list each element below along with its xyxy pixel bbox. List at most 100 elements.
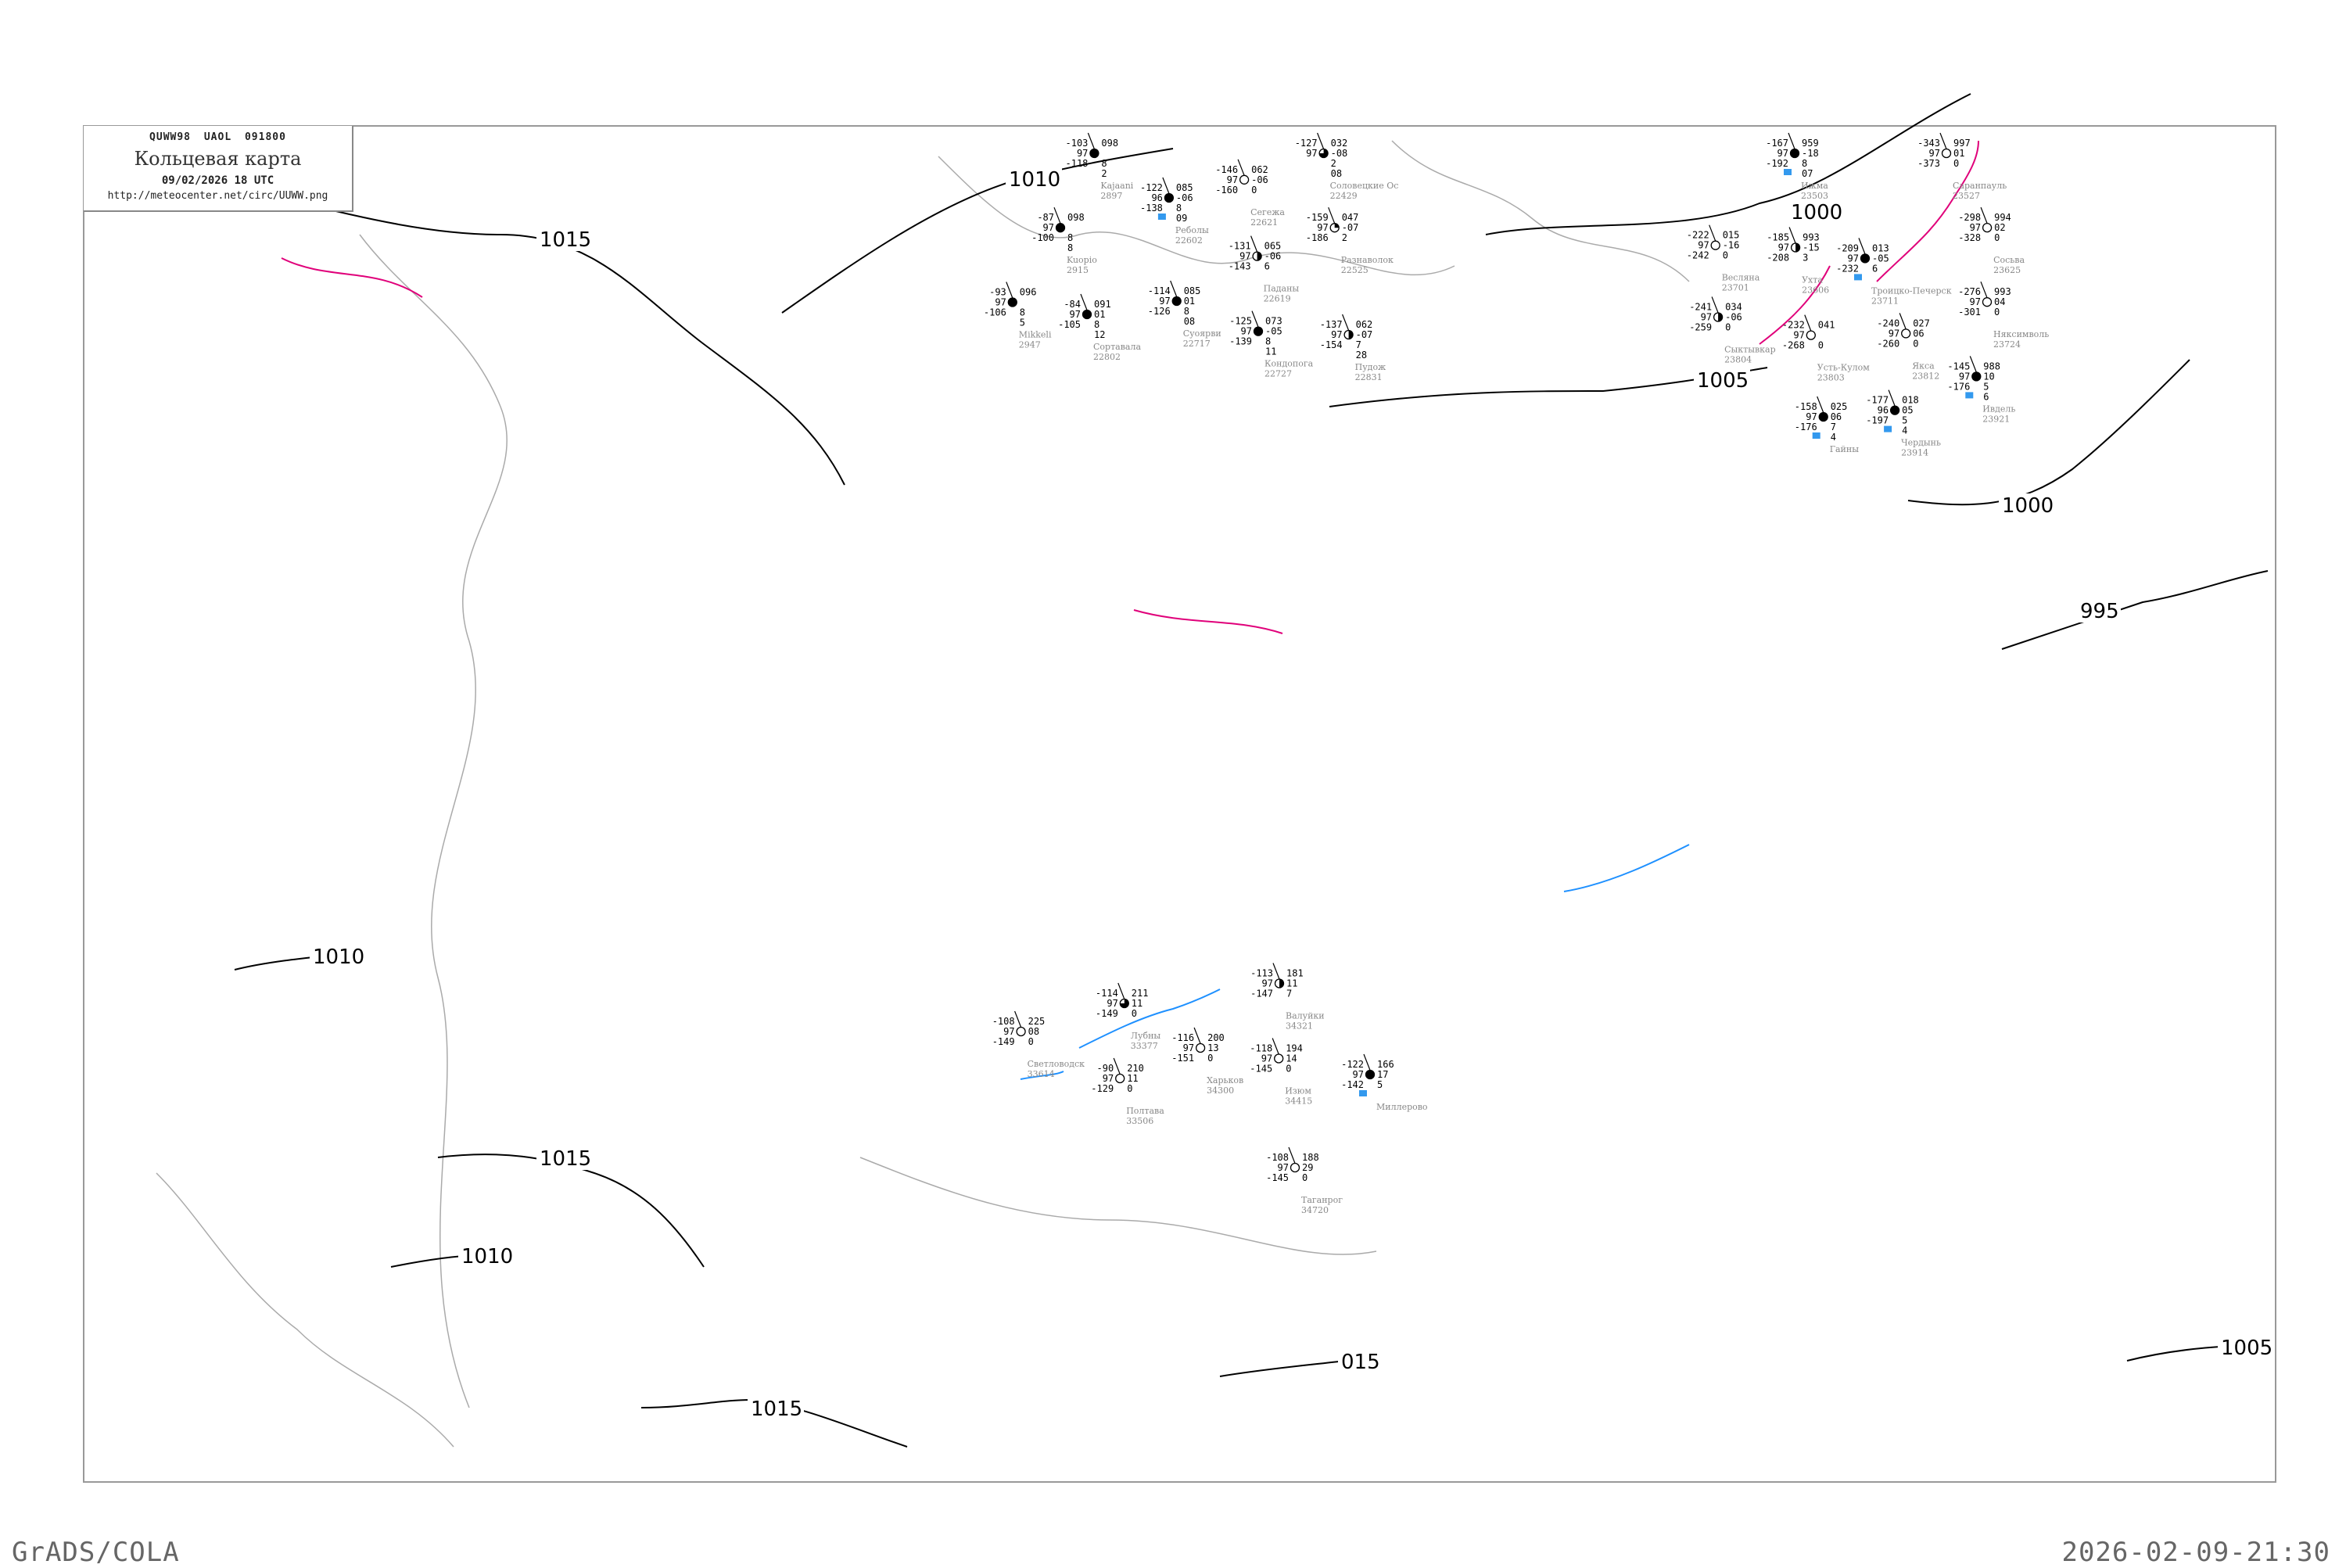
station-precipitation: 4 bbox=[1831, 432, 1836, 443]
station-pressure: 015 bbox=[1723, 230, 1740, 241]
station-id: 22831 bbox=[1355, 372, 1383, 382]
station-pressure: 073 bbox=[1265, 316, 1282, 327]
station-name: Паданы bbox=[1264, 284, 1300, 294]
cloud-cover-icon bbox=[1274, 1053, 1284, 1064]
station-cloud-base: 8 bbox=[1176, 203, 1182, 213]
snow-cover-icon bbox=[1157, 213, 1166, 220]
station-dew-point: -154 bbox=[1320, 339, 1343, 350]
station-name: Гайны bbox=[1830, 444, 1860, 454]
station-id: 23625 bbox=[1993, 265, 2021, 275]
station-id: 22619 bbox=[1264, 294, 1291, 304]
station-dew-point: -143 bbox=[1229, 261, 1251, 272]
station-pressure-tendency: -07 bbox=[1356, 329, 1373, 340]
station-precipitation: 28 bbox=[1356, 350, 1367, 361]
station-pressure-tendency: -06 bbox=[1725, 312, 1742, 323]
station-visibility: 97 bbox=[1306, 148, 1317, 159]
cloud-cover-icon bbox=[1941, 148, 1952, 159]
station-cloud-base: 0 bbox=[1725, 322, 1731, 333]
station-name: Сегежа bbox=[1250, 207, 1285, 217]
isobar-label: 1010 bbox=[1009, 168, 1060, 192]
station-id: 23701 bbox=[1722, 283, 1749, 293]
station-temperature: -158 bbox=[1795, 401, 1817, 412]
station-temperature: -122 bbox=[1341, 1059, 1364, 1070]
cloud-cover-icon bbox=[1089, 148, 1099, 159]
station-cloud-base: 8 bbox=[1184, 306, 1189, 317]
snow-cover-icon bbox=[1784, 169, 1792, 175]
isobar-label-bg bbox=[748, 1397, 804, 1420]
station-id: 22429 bbox=[1330, 191, 1358, 201]
wind-barb-icon bbox=[1363, 1053, 1371, 1071]
wind-barb-icon bbox=[1117, 982, 1125, 999]
station-dew-point: -138 bbox=[1140, 203, 1163, 213]
station-pressure: 062 bbox=[1251, 164, 1268, 175]
wind-barb-icon bbox=[1342, 314, 1350, 331]
station-pressure-tendency: 01 bbox=[1094, 309, 1105, 320]
station-pressure: 034 bbox=[1725, 302, 1742, 313]
station-pressure: 091 bbox=[1094, 299, 1111, 310]
map-frame bbox=[83, 125, 2276, 1483]
station-cloud-base: 3 bbox=[1803, 253, 1808, 264]
station-name: Mikkeli bbox=[1019, 330, 1052, 340]
station-pressure: 032 bbox=[1331, 138, 1348, 149]
station-pressure: 211 bbox=[1132, 988, 1149, 999]
isobar-label: 1000 bbox=[1791, 201, 1842, 224]
station-pressure-tendency: 14 bbox=[1286, 1053, 1297, 1064]
snow-cover-icon bbox=[1359, 1090, 1367, 1096]
station-temperature: -90 bbox=[1097, 1063, 1114, 1074]
station-dew-point: -149 bbox=[1096, 1008, 1118, 1019]
station-dew-point: -208 bbox=[1767, 253, 1789, 264]
station-pressure-tendency: 10 bbox=[1983, 371, 1994, 382]
station-dew-point: -139 bbox=[1229, 336, 1252, 347]
station-temperature: -93 bbox=[989, 287, 1006, 298]
wind-barb-icon bbox=[1939, 132, 1947, 149]
station-dew-point: -105 bbox=[1058, 319, 1081, 330]
station-name: Харьков bbox=[1207, 1075, 1243, 1085]
station-visibility: 97 bbox=[1183, 1042, 1194, 1053]
station-cloud-base: 0 bbox=[1286, 1064, 1291, 1075]
station-visibility: 96 bbox=[1151, 192, 1162, 203]
wind-barb-icon bbox=[1899, 313, 1907, 330]
station-name: Ивдель bbox=[1982, 404, 2015, 414]
cloud-cover-icon bbox=[1164, 192, 1175, 203]
cloud-cover-icon bbox=[1195, 1042, 1206, 1053]
wind-barb-icon bbox=[1237, 159, 1245, 176]
cloud-cover-half-icon bbox=[1348, 330, 1354, 339]
station-pressure: 993 bbox=[1994, 286, 2011, 297]
station-visibility: 97 bbox=[1159, 296, 1170, 307]
front-lines bbox=[281, 140, 1979, 634]
map-url[interactable]: http://meteocenter.net/circ/UUWW.png bbox=[107, 190, 328, 202]
